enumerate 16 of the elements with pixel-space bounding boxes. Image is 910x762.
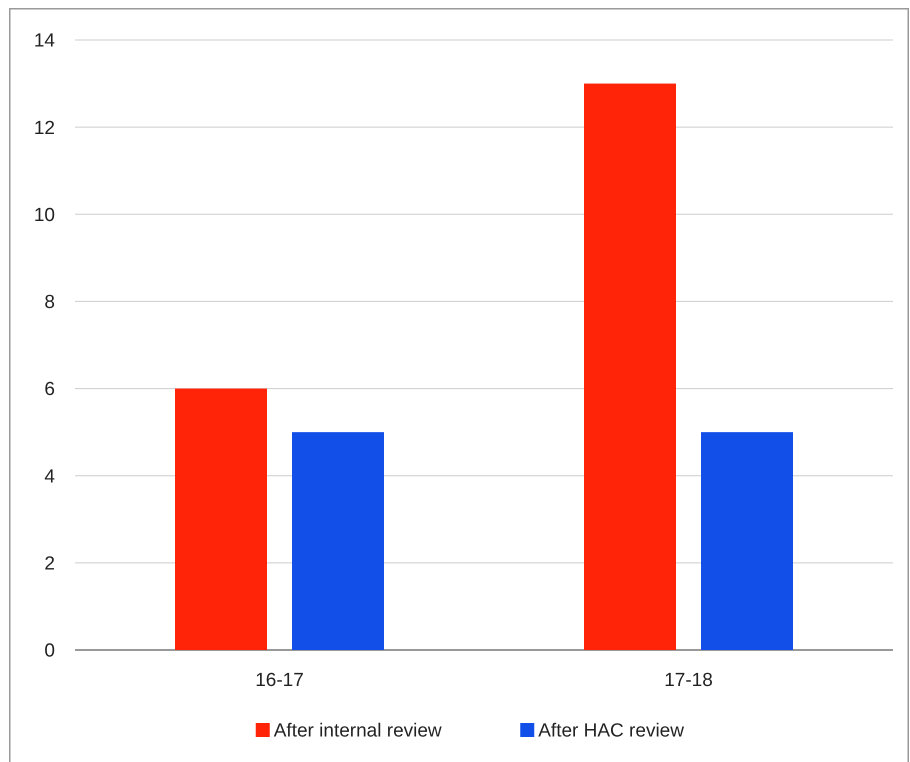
bar (292, 432, 384, 650)
y-tick-label: 10 (34, 204, 55, 226)
y-tick-label: 2 (44, 554, 55, 575)
bar (584, 84, 676, 650)
legend-label: After HAC review (538, 720, 684, 742)
y-tick-label: 8 (44, 292, 55, 314)
bar (175, 388, 267, 650)
x-tick-label: 17-18 (664, 670, 713, 691)
y-tick-label: 12 (34, 118, 55, 139)
y-tick-label: 6 (44, 379, 55, 400)
bar (701, 432, 793, 650)
legend-label: After internal review (274, 720, 442, 742)
y-tick-label: 0 (44, 640, 55, 662)
x-tick-label: 16-17 (255, 670, 304, 691)
y-tick-label: 4 (44, 466, 56, 488)
y-tick-label: 14 (34, 30, 56, 52)
